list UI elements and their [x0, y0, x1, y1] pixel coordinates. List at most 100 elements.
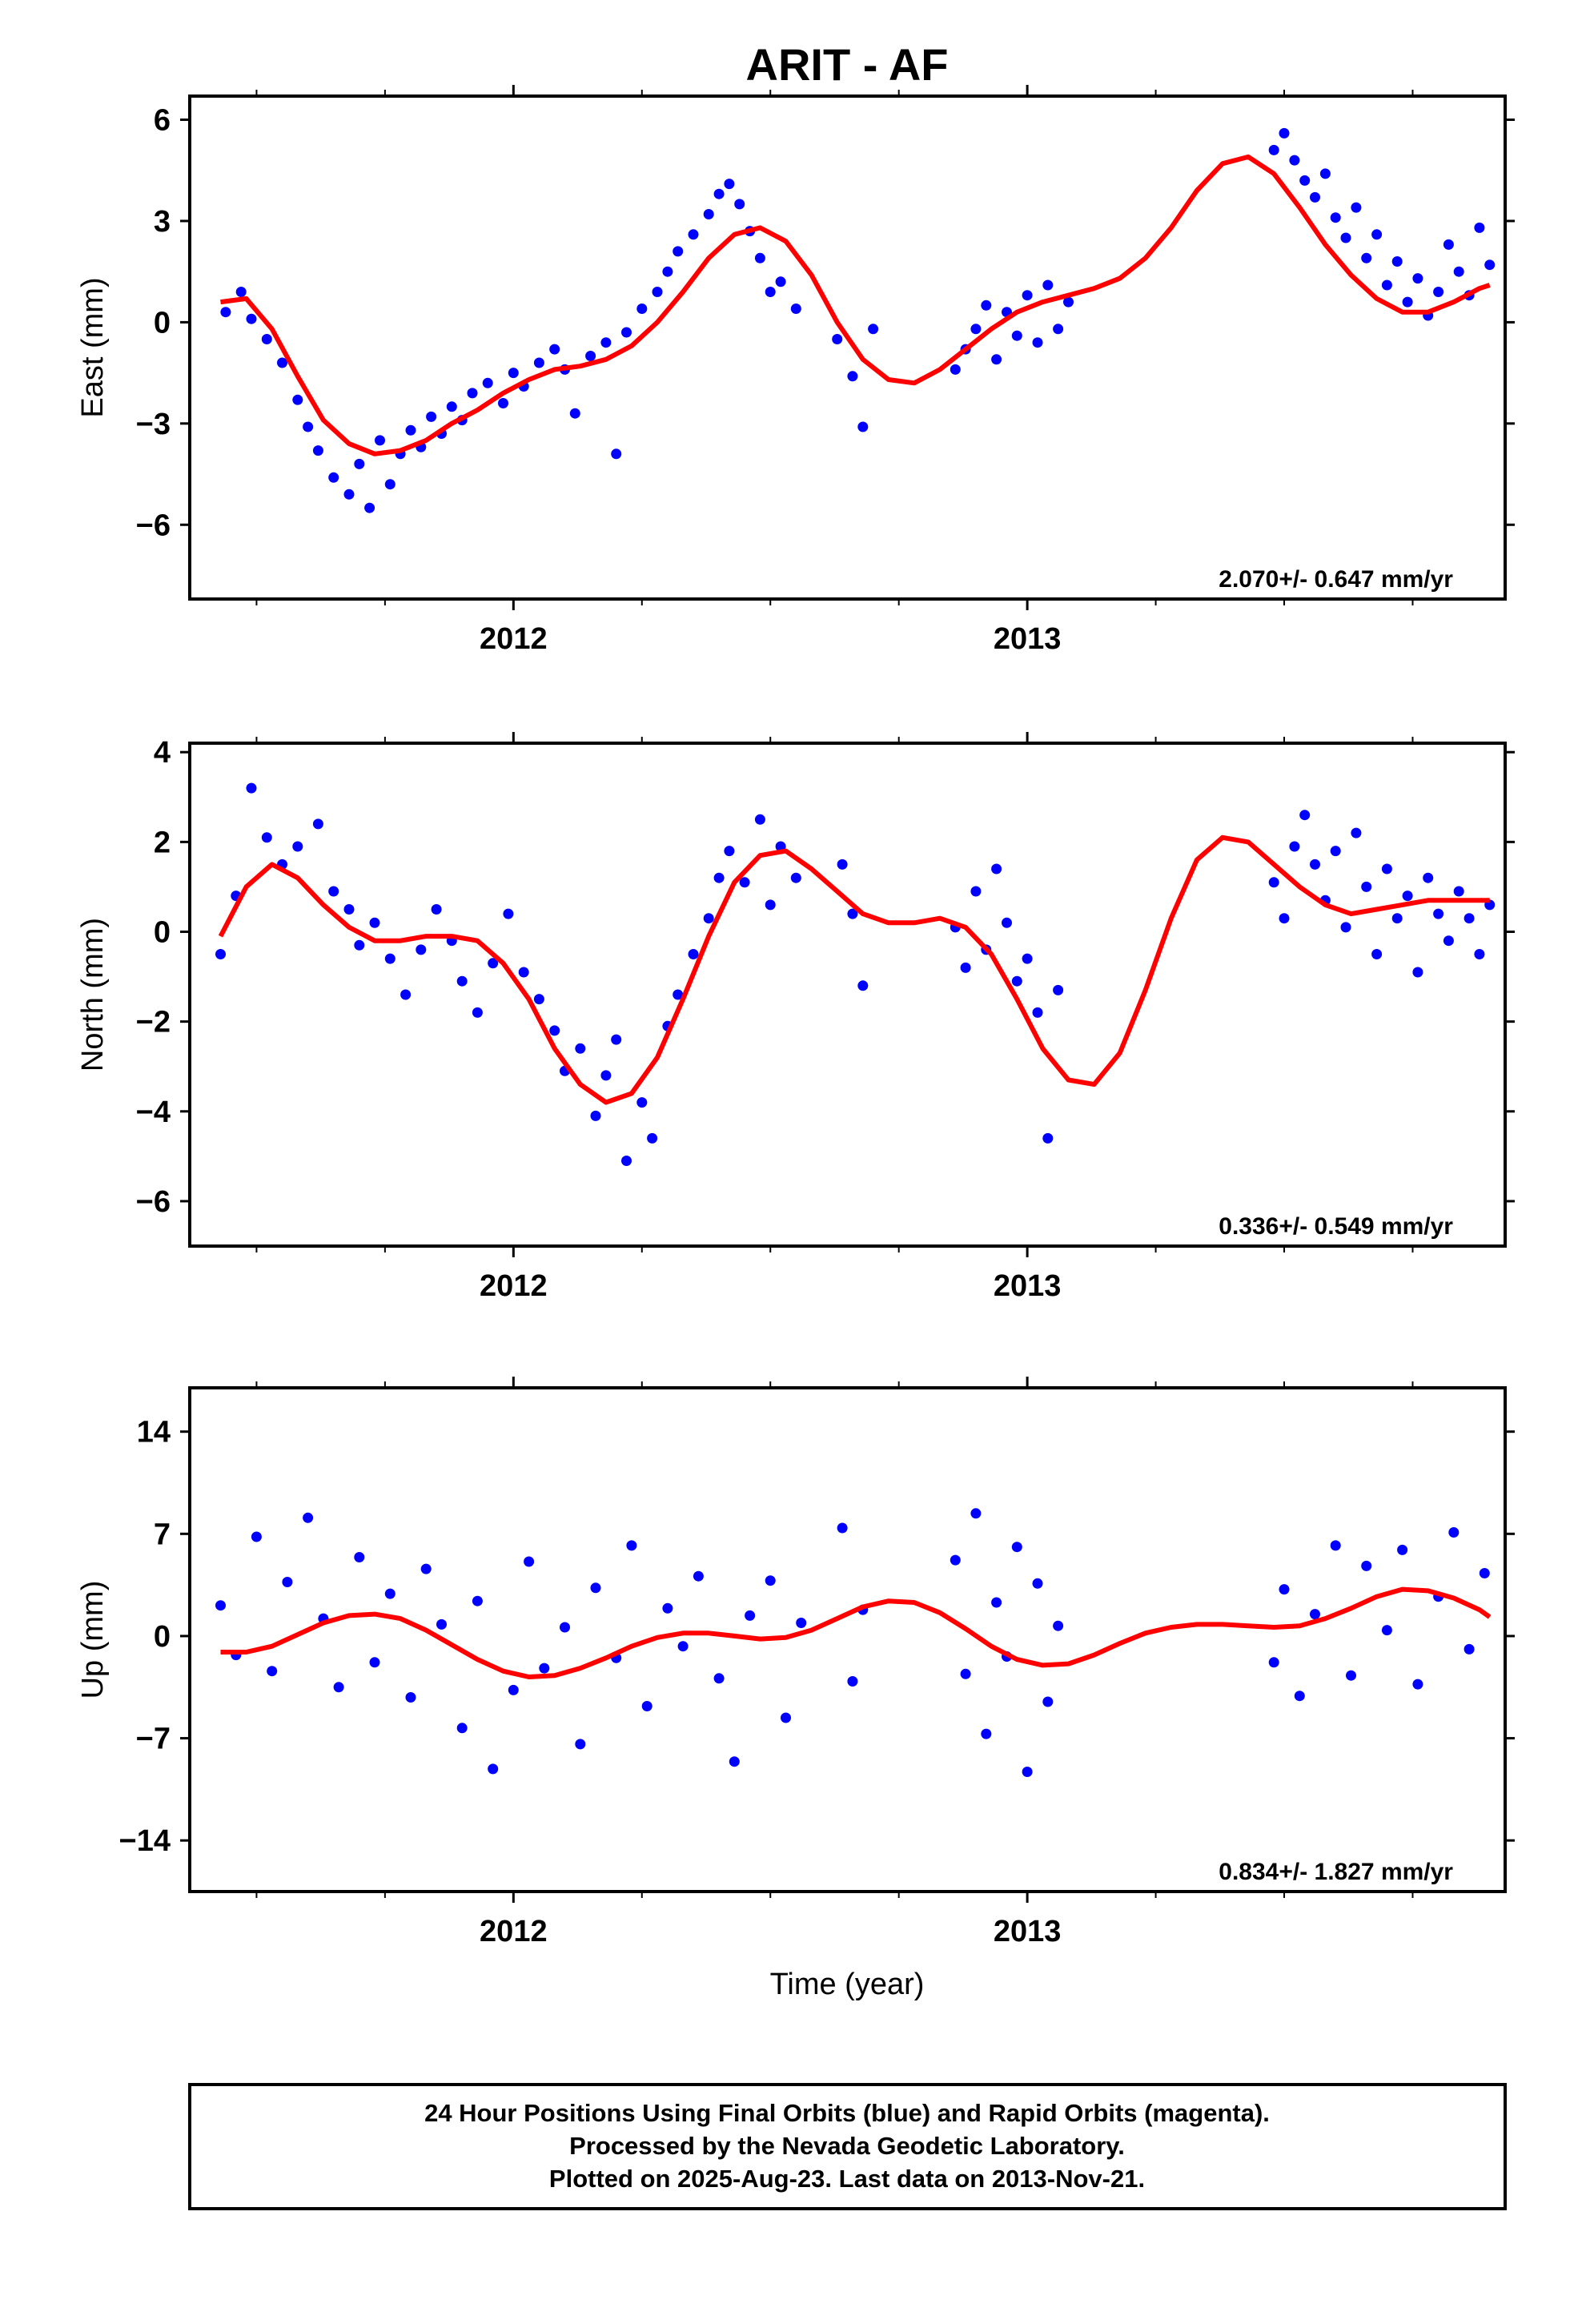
up-data-point [1381, 1625, 1392, 1636]
east-data-point [585, 351, 596, 361]
east-data-point [1402, 296, 1413, 308]
up-data-point [1279, 1584, 1290, 1595]
up-data-point [1022, 1767, 1033, 1777]
up-data-point [560, 1622, 570, 1633]
north-data-point [636, 1097, 648, 1108]
up-data-point [745, 1610, 756, 1621]
north-data-point [1402, 891, 1413, 902]
east-y-tick-label: −6 [136, 509, 171, 542]
east-data-point [621, 327, 632, 338]
east-data-point [1042, 279, 1054, 291]
east-data-point [328, 472, 339, 483]
north-data-point [790, 872, 801, 883]
east-y-tick-label: 0 [154, 306, 171, 340]
up-data-point [626, 1540, 637, 1551]
east-data-point [508, 368, 519, 379]
up-data-point [508, 1684, 519, 1695]
east-data-point [1299, 175, 1311, 186]
east-data-point [652, 287, 663, 297]
north-data-point [1279, 913, 1290, 924]
east-data-point [1351, 202, 1362, 213]
north-data-point [713, 872, 725, 883]
east-data-point [611, 448, 622, 460]
east-data-point [1443, 239, 1454, 250]
up-data-point [1479, 1568, 1490, 1578]
north-data-point [703, 913, 714, 924]
north-data-point [837, 858, 848, 870]
north-data-point [1289, 841, 1300, 852]
north-data-point [549, 1025, 560, 1036]
east-data-point [703, 209, 714, 219]
up-data-point [765, 1575, 776, 1586]
east-panel: 6 3 0 −3 −6 2012 2013 East (mm) 2.070+/- 0.647 m… [76, 85, 1515, 656]
up-y-tick-label: −7 [136, 1723, 171, 1756]
up-data-point [847, 1676, 858, 1687]
east-data-point [673, 246, 684, 257]
east-data-point [1433, 287, 1444, 297]
east-data-point [220, 307, 231, 318]
north-x-tick-label: 2012 [480, 1269, 548, 1303]
east-data-point [482, 377, 493, 388]
up-data-point [215, 1600, 226, 1611]
east-data-point [636, 304, 648, 314]
east-data-point [498, 398, 508, 408]
north-data-point [1412, 967, 1423, 978]
up-data-point [590, 1582, 601, 1594]
footer-box [188, 2083, 1507, 2210]
up-data-point [950, 1554, 961, 1566]
north-data-point [503, 908, 514, 919]
east-y-axis-label: East (mm) [76, 277, 110, 417]
north-data-point [754, 814, 765, 825]
up-data-point [1346, 1670, 1356, 1681]
east-data-point [847, 371, 858, 382]
east-data-point [312, 445, 323, 456]
north-data-point [1268, 877, 1279, 888]
east-data-point [405, 424, 416, 436]
east-data-point [1310, 191, 1320, 203]
up-data-point [1042, 1696, 1054, 1707]
east-rate-label: 2.070+/- 0.647 mm/yr [1219, 566, 1453, 593]
north-data-point [369, 917, 380, 928]
north-data-point [765, 899, 776, 911]
east-y-tick-label: 3 [154, 205, 171, 239]
north-y-tick-label: −4 [136, 1096, 171, 1129]
east-data-point [1011, 330, 1022, 341]
north-data-point [261, 832, 272, 843]
east-data-point [235, 287, 247, 297]
north-data-point [1042, 1132, 1054, 1144]
up-x-tick-label: 2013 [994, 1915, 1062, 1948]
up-data [215, 1508, 1492, 1777]
up-data-point [1053, 1620, 1064, 1631]
up-fit-line [220, 1586, 1492, 1679]
north-data-point [400, 989, 412, 1000]
up-data-point [472, 1595, 483, 1606]
north-fit-line [218, 834, 1490, 1105]
east-data-point [1053, 324, 1064, 335]
up-data-point [693, 1570, 704, 1582]
up-data-point [333, 1682, 344, 1693]
up-data-point [575, 1739, 586, 1750]
east-data-point [950, 364, 961, 375]
up-data-point [1412, 1679, 1423, 1690]
east-fit-line [220, 154, 1491, 456]
east-data-point [261, 334, 272, 344]
east-data-point [1289, 155, 1300, 166]
up-y-tick-label: 0 [154, 1620, 171, 1654]
north-data-point [456, 975, 468, 987]
east-data-point [1063, 296, 1074, 308]
north-y-tick-label: −2 [136, 1006, 171, 1039]
north-data-point [246, 782, 257, 794]
north-data-point [1433, 908, 1444, 919]
east-y-tick-label: 6 [154, 104, 171, 138]
north-data-point [1330, 846, 1341, 857]
panels: 6 3 0 −3 −6 2012 2013 East (mm) 2.070+/- 0.647 m… [76, 85, 1515, 1948]
east-data [220, 127, 1496, 513]
up-data-point [1011, 1542, 1022, 1553]
north-y-axis-label: North (mm) [76, 918, 110, 1072]
up-data-point [729, 1756, 740, 1767]
east-data-point [790, 304, 801, 314]
north-data-point [1391, 913, 1403, 924]
east-data-point [662, 266, 673, 277]
north-data-point [1299, 810, 1311, 821]
